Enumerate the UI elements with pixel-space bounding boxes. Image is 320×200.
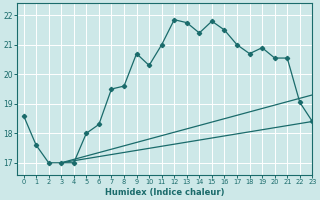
- X-axis label: Humidex (Indice chaleur): Humidex (Indice chaleur): [105, 188, 225, 197]
